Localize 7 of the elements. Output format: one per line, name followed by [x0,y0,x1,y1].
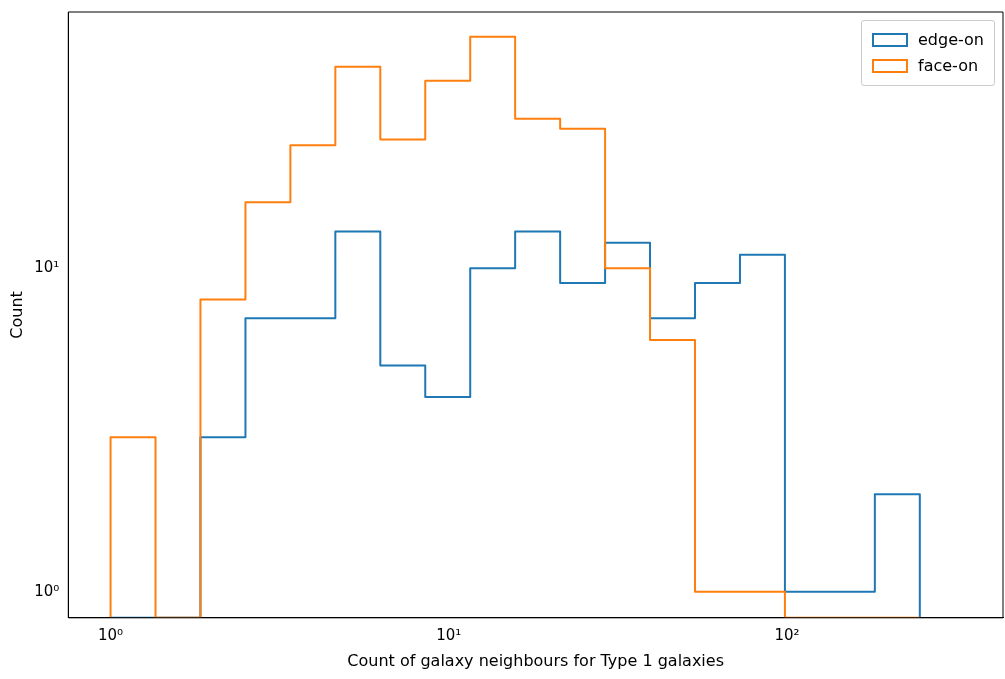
legend-label: edge-on [918,29,984,51]
x-tick-label: 10⁰ [98,625,124,644]
x-tick-label: 10² [774,625,800,644]
y-axis-title: Count [6,291,26,339]
x-axis-title: Count of galaxy neighbours for Type 1 galaxies [347,650,724,670]
legend-label: face-on [918,55,979,77]
x-tick-label: 10¹ [436,625,462,644]
